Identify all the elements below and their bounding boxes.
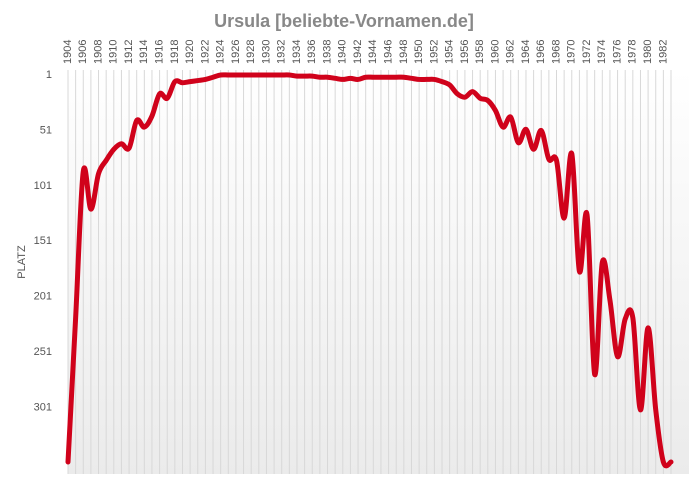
x-tick-label: 1952 bbox=[428, 40, 440, 64]
x-tick-label: 1944 bbox=[367, 40, 379, 64]
y-tick-label: 201 bbox=[34, 291, 52, 303]
chart-title: Ursula [beliebte-Vornamen.de] bbox=[214, 11, 474, 31]
x-tick-label: 1922 bbox=[199, 40, 211, 64]
x-tick-label: 1976 bbox=[611, 40, 623, 64]
x-tick-label: 1920 bbox=[184, 40, 196, 64]
x-tick-label: 1930 bbox=[260, 40, 272, 64]
x-tick-label: 1938 bbox=[321, 40, 333, 64]
x-tick-label: 1960 bbox=[489, 40, 501, 64]
line-series bbox=[65, 72, 674, 469]
x-tick-label: 1924 bbox=[215, 40, 227, 64]
x-tick-label: 1928 bbox=[245, 40, 257, 64]
y-tick-label: 301 bbox=[34, 402, 52, 414]
x-tick-label: 1954 bbox=[444, 40, 456, 64]
x-tick-label: 1964 bbox=[520, 40, 532, 64]
y-tick-label: 101 bbox=[34, 180, 52, 192]
x-tick-label: 1982 bbox=[657, 40, 669, 64]
x-tick-label: 1912 bbox=[123, 40, 135, 64]
x-tick-label: 1914 bbox=[138, 40, 150, 64]
x-tick-label: 1906 bbox=[77, 40, 89, 64]
x-tick-label: 1926 bbox=[230, 40, 242, 64]
x-tick-label: 1972 bbox=[581, 40, 593, 64]
x-tick-label: 1904 bbox=[62, 40, 74, 64]
x-tick-label: 1970 bbox=[566, 40, 578, 64]
y-tick-label: 251 bbox=[34, 346, 52, 358]
x-tick-label: 1966 bbox=[535, 40, 547, 64]
x-tick-label: 1980 bbox=[642, 40, 654, 64]
x-tick-label: 1962 bbox=[505, 40, 517, 64]
x-tick-label: 1918 bbox=[169, 40, 181, 64]
y-axis-label: PLATZ bbox=[16, 245, 28, 279]
y-tick-label: 51 bbox=[40, 124, 52, 136]
x-tick-label: 1932 bbox=[276, 40, 288, 64]
y-tick-label: 151 bbox=[34, 235, 52, 247]
x-tick-label: 1948 bbox=[398, 40, 410, 64]
x-tick-label: 1946 bbox=[382, 40, 394, 64]
x-tick-label: 1908 bbox=[92, 40, 104, 64]
x-tick-label: 1916 bbox=[154, 40, 166, 64]
x-tick-label: 1950 bbox=[413, 40, 425, 64]
x-tick-label: 1978 bbox=[627, 40, 639, 64]
y-tick-label: 1 bbox=[46, 69, 52, 81]
x-tick-label: 1936 bbox=[306, 40, 318, 64]
x-tick-label: 1934 bbox=[291, 40, 303, 64]
x-tick-label: 1968 bbox=[550, 40, 562, 64]
x-tick-label: 1958 bbox=[474, 40, 486, 64]
series-group bbox=[65, 72, 674, 469]
x-tick-label: 1974 bbox=[596, 40, 608, 64]
x-tick-label: 1940 bbox=[337, 40, 349, 64]
plot-area bbox=[68, 70, 689, 474]
x-tick-label: 1910 bbox=[108, 40, 120, 64]
x-tick-label: 1942 bbox=[352, 40, 364, 64]
x-tick-label: 1956 bbox=[459, 40, 471, 64]
